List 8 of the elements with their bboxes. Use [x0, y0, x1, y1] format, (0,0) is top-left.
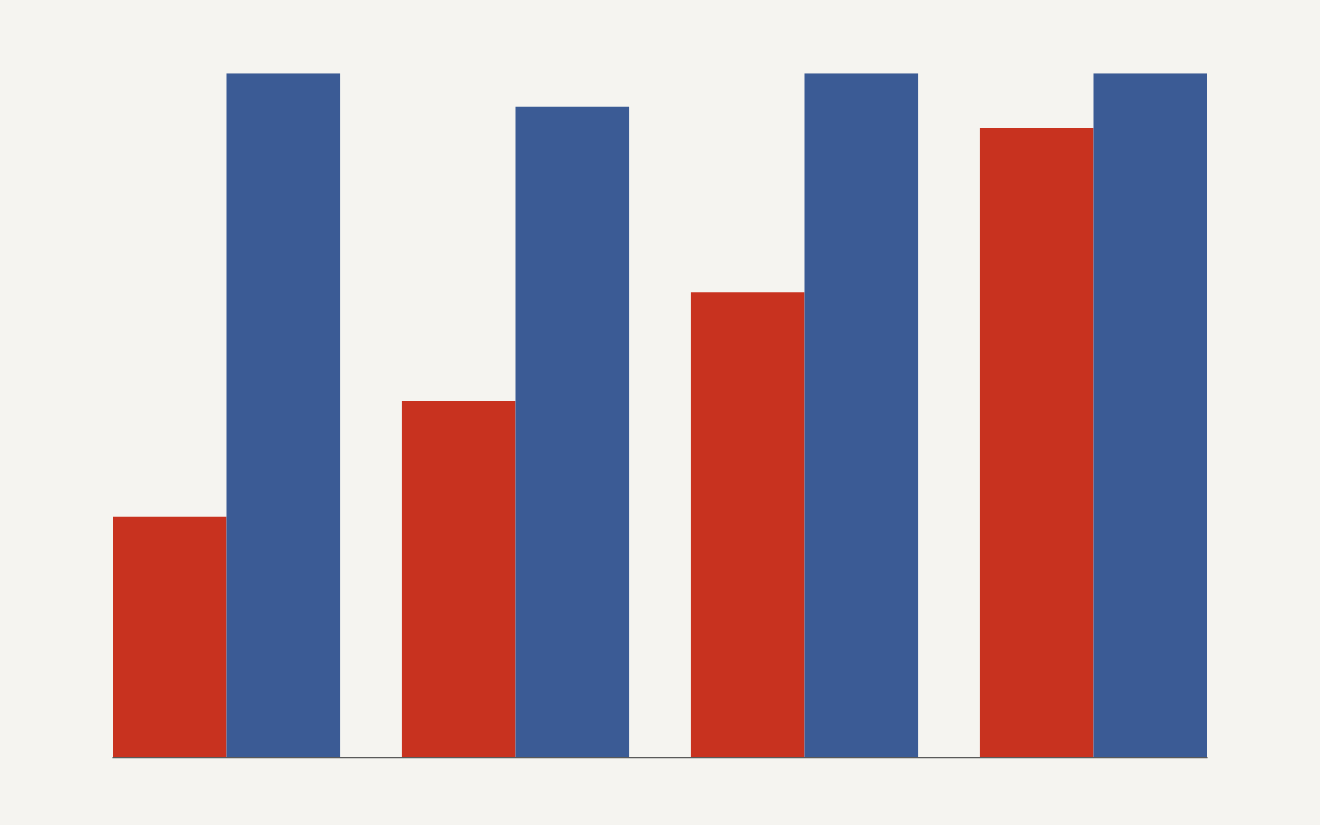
- bar: [401, 401, 516, 758]
- bar: [113, 516, 227, 758]
- bar: [804, 73, 919, 758]
- bar: [515, 106, 630, 758]
- bar: [690, 292, 805, 758]
- bar: [226, 73, 341, 758]
- bar: [1093, 73, 1207, 758]
- bar: [979, 127, 1094, 758]
